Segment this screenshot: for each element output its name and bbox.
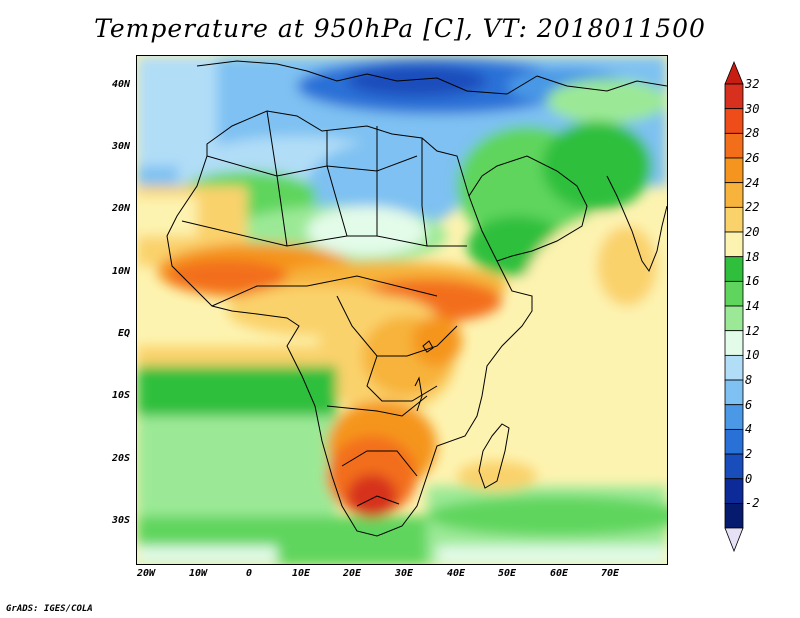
colorbar-tick-label: 6: [745, 397, 753, 412]
colorbar-tick-label: 20: [745, 225, 760, 240]
colorbar-tick-label: 14: [745, 299, 760, 314]
colorbar-box: [724, 206, 744, 233]
colorbar-box: [724, 330, 744, 356]
lat-label: 30N: [111, 141, 130, 152]
colorbar-box: [724, 404, 744, 430]
map-title: Temperature at 950hPa [C], VT: 201801150…: [94, 14, 706, 43]
colorbar-box: [724, 157, 744, 184]
lat-label: 20S: [111, 453, 130, 464]
colorbar-tick-label: 12: [745, 323, 760, 338]
colorbar-tick-label: 4: [745, 422, 753, 437]
coastlines: [166, 60, 667, 537]
colorbar-tick-label: 10: [745, 348, 760, 363]
colorbar-box: [724, 182, 744, 208]
colorbar-box: [724, 132, 744, 159]
lat-label: 10N: [111, 266, 130, 277]
colorbar-box: [724, 305, 744, 332]
colorbar-box: [724, 354, 744, 381]
lon-label: 30E: [394, 568, 414, 579]
colorbar-box: [724, 231, 744, 258]
colorbar-box: [724, 428, 744, 455]
colorbar-box: [724, 280, 744, 307]
lon-label: 10E: [291, 568, 311, 579]
lon-label: 20E: [342, 568, 362, 579]
colorbar-tick-label: 22: [745, 200, 760, 215]
lon-label: 10W: [188, 568, 208, 579]
colorbar-tick-label: 18: [745, 249, 760, 264]
colorbar-boxes: [724, 83, 744, 529]
colorbar-tick-label: 8: [745, 373, 753, 388]
lon-label: 70E: [600, 568, 620, 579]
footer-credit: GrADS: IGES/COLA: [6, 604, 93, 614]
colorbar-tick-label: 30: [745, 101, 760, 116]
lon-label: 0: [245, 568, 253, 579]
lon-label: 20W: [136, 568, 156, 579]
colorbar-tick-label: 26: [745, 151, 760, 165]
map-svg: [137, 56, 667, 564]
lat-label: 20N: [111, 203, 130, 214]
lat-label: 40N: [111, 79, 130, 90]
temperature-map: [136, 55, 668, 565]
lat-label: 10S: [111, 390, 130, 401]
colorbar-tick-label: -2: [745, 496, 760, 511]
colorbar-tick-label: 0: [745, 471, 753, 486]
colorbar-box: [724, 108, 744, 134]
colorbar-box: [724, 478, 744, 504]
colorbar-tick-label: 16: [745, 274, 760, 289]
colorbar-box: [724, 502, 744, 529]
colorbar-under-arrow: [724, 527, 744, 553]
lon-label: 40E: [446, 568, 466, 579]
colorbar-box: [724, 83, 744, 110]
colorbar-box: [724, 379, 744, 406]
colorbar-svg: [724, 60, 744, 553]
colorbar-tick-label: 28: [745, 126, 760, 141]
lon-label: 60E: [549, 568, 569, 579]
colorbar-box: [724, 453, 744, 480]
colorbar-tick-label: 2: [745, 447, 753, 462]
lat-label: EQ: [117, 328, 130, 339]
colorbar-box: [724, 256, 744, 282]
colorbar-over-arrow: [724, 60, 744, 85]
lat-label: 30S: [111, 515, 130, 526]
colorbar-tick-label: 32: [745, 77, 760, 91]
lon-label: 50E: [497, 568, 517, 579]
colorbar-tick-label: 24: [745, 175, 760, 190]
